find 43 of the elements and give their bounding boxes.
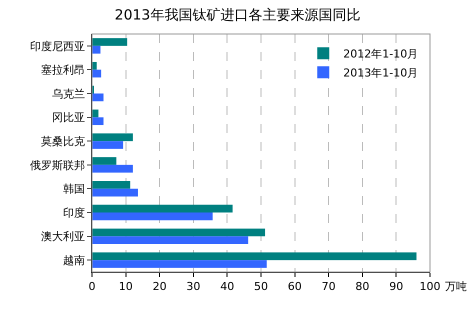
x-tick-label: 10 xyxy=(118,280,133,294)
bar xyxy=(92,117,104,126)
bar xyxy=(92,70,102,78)
x-tick-label: 40 xyxy=(220,280,234,294)
legend-label: 2013年1-10月 xyxy=(343,66,418,80)
bar xyxy=(92,157,116,165)
y-tick-label: 冈比亚 xyxy=(52,111,85,124)
bar xyxy=(92,133,133,142)
y-tick-label: 俄罗斯联邦 xyxy=(30,158,85,172)
y-tick-label: 印度 xyxy=(62,206,85,220)
x-tick-label: 60 xyxy=(288,280,302,294)
y-tick-label: 塞拉利昂 xyxy=(40,64,85,77)
y-tick-label: 印度尼西亚 xyxy=(30,40,85,53)
y-tick-label: 韩国 xyxy=(62,182,85,196)
bar xyxy=(92,46,100,54)
x-tick-label: 70 xyxy=(322,280,336,294)
bar xyxy=(92,212,213,220)
bar xyxy=(92,110,98,118)
y-tick-label: 莫桑比克 xyxy=(40,134,85,148)
bar xyxy=(92,164,133,173)
x-tick-label: 80 xyxy=(355,280,370,294)
bar xyxy=(92,94,104,102)
chart-title: 2013年我国钛矿进口各主要来源国同比 xyxy=(114,7,360,24)
y-tick-label: 乌克兰 xyxy=(52,87,85,100)
bar xyxy=(92,180,130,189)
bar xyxy=(92,204,233,212)
x-axis-title: 万吨 xyxy=(445,280,467,293)
bar xyxy=(92,228,266,236)
bar xyxy=(92,38,128,46)
bar xyxy=(92,236,248,244)
bar xyxy=(92,188,138,196)
bar xyxy=(92,260,267,268)
y-tick-label: 澳大利亚 xyxy=(40,230,85,244)
legend-label: 2012年1-10月 xyxy=(343,48,418,61)
bar xyxy=(92,141,124,149)
x-tick-label: 30 xyxy=(186,280,200,294)
x-tick-label: 50 xyxy=(254,280,268,294)
x-tick-label: 0 xyxy=(88,280,96,294)
y-tick-label: 越南 xyxy=(62,254,85,267)
x-tick-label: 20 xyxy=(152,280,167,294)
bar xyxy=(92,252,416,260)
x-tick-label: 90 xyxy=(389,280,404,294)
x-tick-label: 100 xyxy=(420,280,440,294)
